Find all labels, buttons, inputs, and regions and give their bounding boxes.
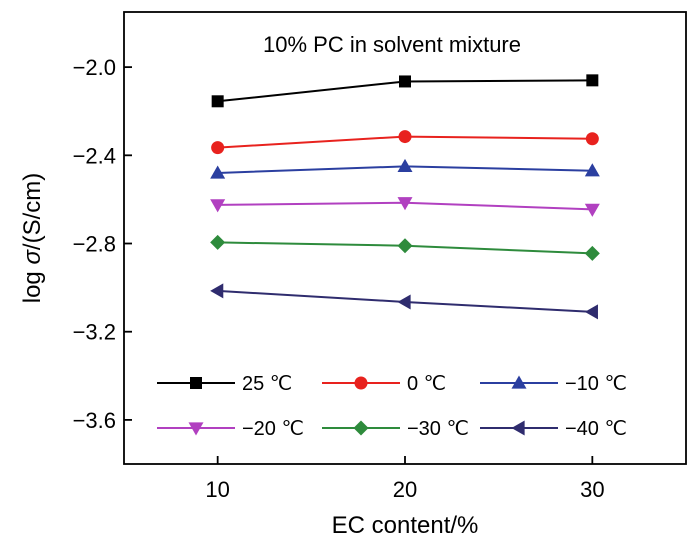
legend-label: −20 ℃ bbox=[242, 418, 304, 440]
legend-item: −30 ℃ bbox=[322, 418, 469, 440]
x-tick-label: 10 bbox=[205, 477, 229, 502]
legend-item: −10 ℃ bbox=[480, 373, 627, 395]
legend-marker bbox=[190, 377, 202, 389]
legend-label: −10 ℃ bbox=[565, 373, 627, 395]
series-1 bbox=[211, 74, 599, 108]
series-5 bbox=[210, 234, 600, 261]
data-point bbox=[397, 158, 413, 172]
series-3 bbox=[210, 158, 600, 179]
series-group bbox=[210, 74, 600, 320]
chart-annotation: 10% PC in solvent mixture bbox=[263, 32, 521, 57]
data-point bbox=[210, 199, 226, 213]
data-point bbox=[399, 75, 411, 88]
y-axis-title: log σ/(S/cm) bbox=[19, 173, 46, 304]
legend-item: 25 ℃ bbox=[157, 373, 292, 395]
data-point bbox=[210, 283, 224, 299]
x-tick-label: 30 bbox=[580, 477, 604, 502]
data-point bbox=[586, 74, 599, 87]
series-6 bbox=[210, 283, 598, 320]
legend-marker bbox=[353, 420, 369, 436]
y-axis-title-prefix: log bbox=[19, 265, 46, 304]
series-2 bbox=[211, 130, 599, 155]
data-point bbox=[211, 95, 224, 108]
data-point bbox=[584, 163, 600, 177]
legend-marker bbox=[188, 422, 204, 436]
legend-label: −40 ℃ bbox=[565, 418, 627, 440]
y-axis-title-suffix: /(S/cm) bbox=[19, 173, 46, 250]
y-tick-label: −2.8 bbox=[73, 232, 116, 257]
data-point bbox=[397, 197, 413, 211]
data-point bbox=[584, 203, 600, 217]
legend-item: −20 ℃ bbox=[157, 418, 304, 440]
data-point bbox=[585, 132, 599, 146]
data-point bbox=[211, 141, 225, 155]
series-4 bbox=[210, 197, 600, 217]
legend-marker bbox=[511, 375, 527, 389]
data-point bbox=[210, 165, 226, 179]
x-axis: 10 20 30 bbox=[205, 456, 605, 502]
x-tick-label: 20 bbox=[393, 477, 417, 502]
legend-label: 25 ℃ bbox=[242, 373, 292, 395]
y-tick-label: −3.2 bbox=[73, 320, 116, 345]
legend-marker bbox=[511, 420, 525, 436]
legend-label: −30 ℃ bbox=[407, 418, 469, 440]
legend-label: 0 ℃ bbox=[407, 373, 446, 395]
y-axis-title-symbol: σ bbox=[19, 249, 46, 265]
data-point bbox=[584, 304, 598, 320]
legend: 25 ℃ 0 ℃ −10 ℃ −20 ℃ −30 ℃ −40 ℃ bbox=[157, 373, 627, 440]
legend-item: −40 ℃ bbox=[480, 418, 627, 440]
x-axis-title: EC content/% bbox=[332, 512, 479, 539]
data-point bbox=[398, 130, 412, 144]
data-point bbox=[397, 294, 411, 310]
legend-item: 0 ℃ bbox=[322, 373, 446, 395]
y-tick-label: −3.6 bbox=[73, 408, 116, 433]
legend-marker bbox=[354, 376, 368, 390]
data-point bbox=[584, 245, 600, 261]
y-tick-label: −2.4 bbox=[73, 143, 116, 168]
y-axis: −2.0 −2.4 −2.8 −3.2 −3.6 bbox=[73, 55, 132, 433]
y-tick-label: −2.0 bbox=[73, 55, 116, 80]
data-point bbox=[397, 238, 413, 254]
data-point bbox=[210, 234, 226, 250]
